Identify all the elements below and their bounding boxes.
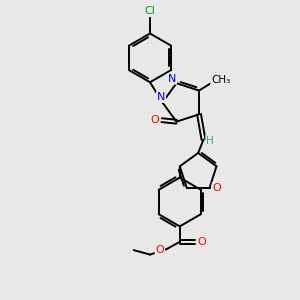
Text: O: O bbox=[155, 245, 164, 255]
Text: N: N bbox=[168, 74, 176, 84]
Text: H: H bbox=[206, 136, 214, 146]
Text: CH₃: CH₃ bbox=[211, 76, 230, 85]
Text: O: O bbox=[213, 183, 221, 193]
Text: O: O bbox=[150, 115, 159, 125]
Text: O: O bbox=[197, 237, 206, 247]
Text: Cl: Cl bbox=[145, 6, 155, 16]
Text: N: N bbox=[157, 92, 165, 102]
